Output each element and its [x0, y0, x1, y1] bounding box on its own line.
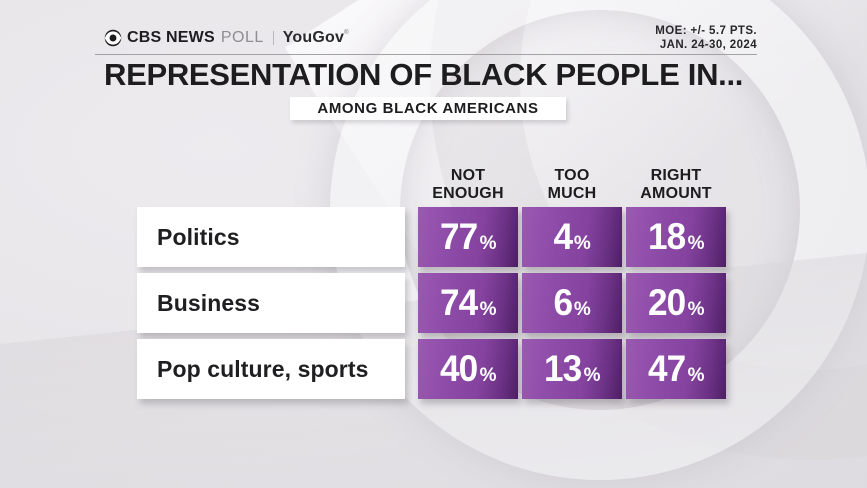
page-title: REPRESENTATION OF BLACK PEOPLE IN...: [104, 57, 744, 92]
value-number: 6: [553, 282, 574, 323]
poll-dates: JAN. 24-30, 2024: [659, 38, 757, 51]
poll-label: POLL: [220, 29, 264, 46]
row-label-text: Pop culture, sports: [157, 355, 369, 382]
cbs-news-wordmark: CBS NEWS: [127, 29, 215, 46]
value-number: 13: [544, 348, 582, 389]
column-header-line: NOT: [450, 167, 486, 184]
value-cell-business-right-amount: 20%: [626, 273, 726, 333]
percent-sign: %: [479, 299, 497, 320]
column-header-line: AMOUNT: [640, 185, 712, 202]
cbs-eye-icon: [104, 29, 122, 47]
column-header-line: ENOUGH: [432, 185, 504, 202]
poll-meta: MOE: +/- 5.7 PTS. JAN. 24-30, 2024: [655, 25, 757, 52]
value-cell-pop-culture-right-amount: 47%: [626, 339, 726, 399]
value-number: 18: [648, 216, 686, 257]
value-cell-politics-right-amount: 18%: [626, 207, 726, 267]
value-cell-politics-not-enough: 77%: [418, 207, 518, 267]
column-header-right-amount: RIGHT AMOUNT: [626, 157, 726, 203]
row-label-text: Politics: [157, 223, 240, 250]
value-cell-pop-culture-not-enough: 40%: [418, 339, 518, 399]
value-cell-politics-too-much: 4%: [522, 207, 622, 267]
value-number: 4: [553, 216, 574, 257]
column-header-line: MUCH: [547, 185, 597, 202]
brand-lockup: CBS NEWS POLL YouGov®: [104, 28, 349, 48]
margin-of-error: MOE: +/- 5.7 PTS.: [655, 25, 757, 37]
value-number: 40: [440, 348, 478, 389]
percent-sign: %: [687, 299, 705, 320]
row-label-business: Business: [137, 273, 405, 333]
percent-sign: %: [573, 299, 591, 320]
subtitle-text: AMONG BLACK AMERICANS: [317, 100, 539, 117]
value-cell-pop-culture-too-much: 13%: [522, 339, 622, 399]
percent-sign: %: [583, 365, 601, 386]
value-number: 20: [648, 282, 686, 323]
value-number: 77: [440, 216, 478, 257]
header-divider-line: [95, 54, 757, 55]
percent-sign: %: [573, 233, 591, 254]
value-number: 74: [440, 282, 478, 323]
trademark-mark: ®: [344, 30, 349, 36]
column-header-too-much: TOO MUCH: [522, 157, 622, 203]
value-number: 47: [648, 348, 686, 389]
percent-sign: %: [479, 233, 497, 254]
yougov-wordmark: YouGov®: [282, 29, 349, 46]
percent-sign: %: [479, 365, 497, 386]
percent-sign: %: [687, 233, 705, 254]
logo-divider: [272, 31, 274, 45]
row-label-text: Business: [157, 289, 261, 316]
value-cell-business-not-enough: 74%: [418, 273, 518, 333]
row-label-pop-culture-sports: Pop culture, sports: [137, 339, 405, 399]
row-label-politics: Politics: [137, 207, 405, 267]
column-header-line: RIGHT: [650, 167, 702, 184]
column-header-not-enough: NOT ENOUGH: [418, 157, 518, 203]
percent-sign: %: [687, 365, 705, 386]
value-cell-business-too-much: 6%: [522, 273, 622, 333]
subtitle-badge: AMONG BLACK AMERICANS: [290, 97, 566, 120]
column-header-line: TOO: [554, 167, 590, 184]
